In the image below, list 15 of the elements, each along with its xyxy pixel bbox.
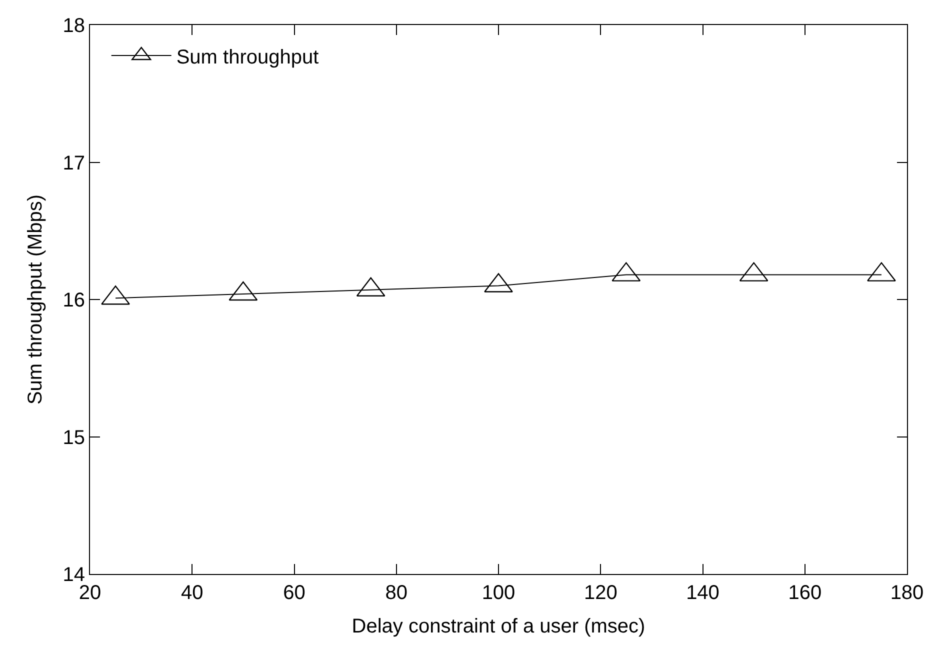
- x-tick-label: 180: [890, 582, 924, 604]
- y-tick-label: 18: [62, 15, 85, 37]
- x-tick-label: 80: [385, 582, 408, 604]
- x-tick-label: 60: [283, 582, 306, 604]
- legend-label: Sum throughput: [176, 46, 320, 68]
- y-tick-label: 16: [62, 290, 85, 312]
- x-tick-label: 160: [788, 582, 822, 604]
- x-tick-label: 40: [181, 582, 204, 604]
- x-tick-label: 100: [482, 582, 516, 604]
- x-tick-label: 140: [686, 582, 720, 604]
- y-tick-label: 15: [62, 426, 85, 449]
- y-axis-title: Sum throughput (Mbps): [24, 194, 46, 405]
- x-tick-label: 120: [584, 582, 618, 604]
- y-tick-label: 17: [62, 152, 85, 174]
- x-axis-title: Delay constraint of a user (msec): [352, 616, 646, 638]
